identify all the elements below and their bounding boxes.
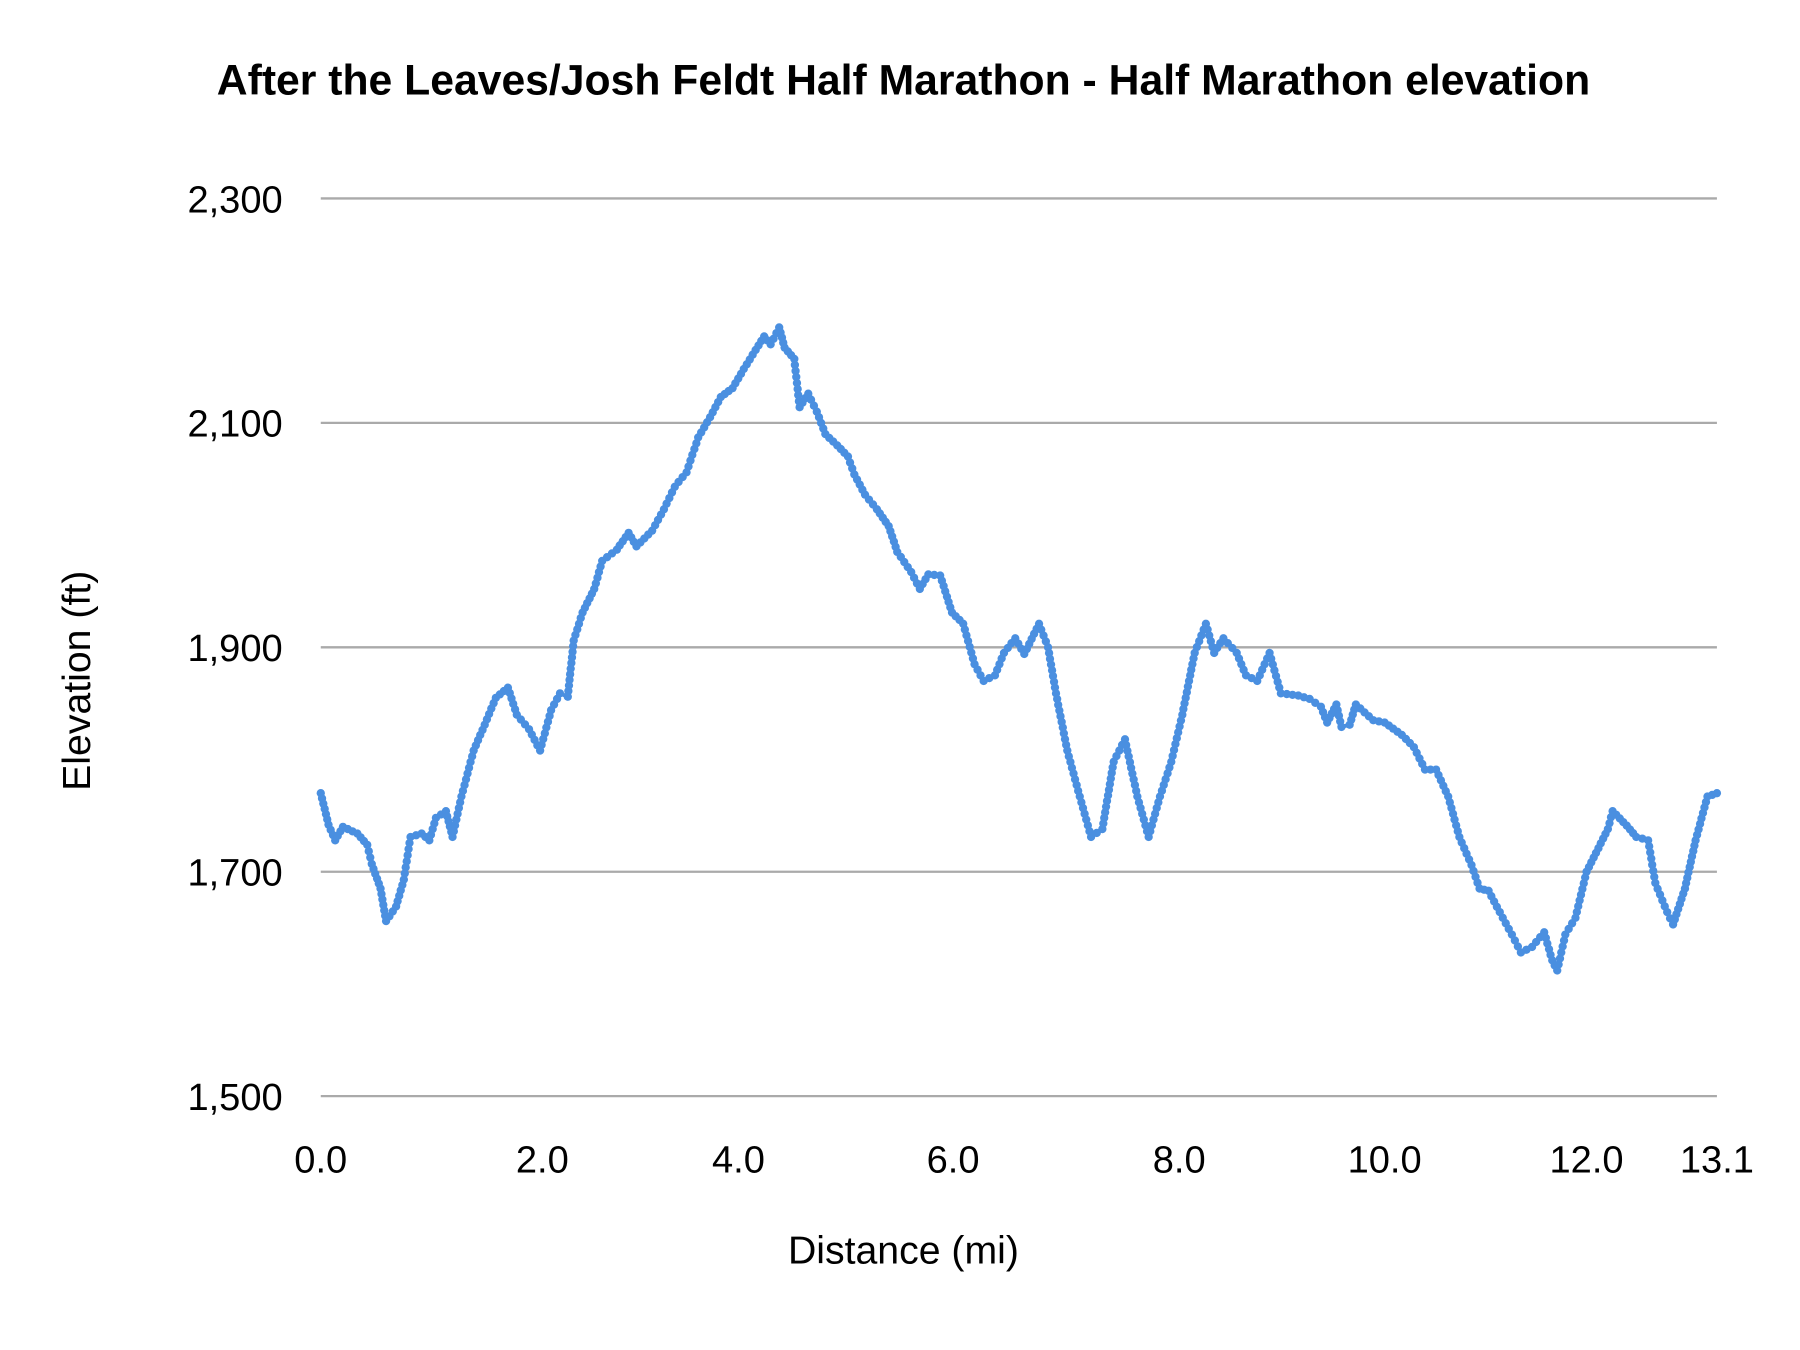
data-point: [364, 847, 373, 856]
data-point: [403, 851, 412, 860]
data-point: [793, 384, 802, 394]
data-point: [1648, 860, 1657, 869]
data-point: [1650, 872, 1659, 881]
x-tick-label: 12.0: [1549, 1139, 1623, 1181]
y-tick-label: 1,700: [187, 853, 282, 895]
x-tick-label: 6.0: [927, 1139, 980, 1181]
data-point: [792, 378, 802, 388]
data-point: [790, 354, 799, 364]
y-tick-label: 1,900: [187, 628, 282, 670]
x-tick-label: 4.0: [712, 1139, 765, 1181]
elevation-series: [316, 323, 1722, 975]
y-axis-label: Elevation (ft): [55, 571, 99, 791]
x-axis-ticks: 0.0 2.0 4.0 6.0 8.0 10.0 12.0 13.1: [294, 1139, 1754, 1181]
data-point: [790, 360, 800, 370]
y-tick-label: 2,300: [187, 179, 282, 221]
data-point: [1646, 848, 1655, 857]
chart-title: After the Leaves/Josh Feldt Half Maratho…: [217, 57, 1590, 105]
x-tick-label: 10.0: [1348, 1139, 1422, 1181]
x-tick-label: 8.0: [1153, 1139, 1206, 1181]
data-point: [555, 689, 565, 698]
data-point: [363, 840, 372, 850]
data-point: [366, 853, 375, 862]
data-point: [1337, 722, 1346, 732]
y-tick-label: 2,100: [187, 404, 282, 446]
data-point: [1663, 907, 1672, 917]
data-point: [402, 857, 411, 866]
data-point: [1712, 789, 1722, 798]
y-axis-ticks: 1,500 1,700 1,900 2,100 2,300: [187, 179, 282, 1119]
data-point: [794, 390, 803, 400]
data-point: [404, 844, 413, 854]
x-tick-label: 13.1: [1680, 1139, 1754, 1181]
data-point: [792, 372, 801, 382]
data-point: [399, 875, 408, 884]
data-point: [400, 869, 409, 878]
data-point: [1647, 854, 1656, 863]
data-point: [791, 366, 800, 376]
x-tick-label: 2.0: [516, 1139, 569, 1181]
x-axis-label: Distance (mi): [788, 1228, 1019, 1272]
data-point: [1645, 842, 1654, 851]
x-tick-label: 0.0: [294, 1139, 347, 1181]
y-tick-label: 1,500: [187, 1077, 282, 1119]
